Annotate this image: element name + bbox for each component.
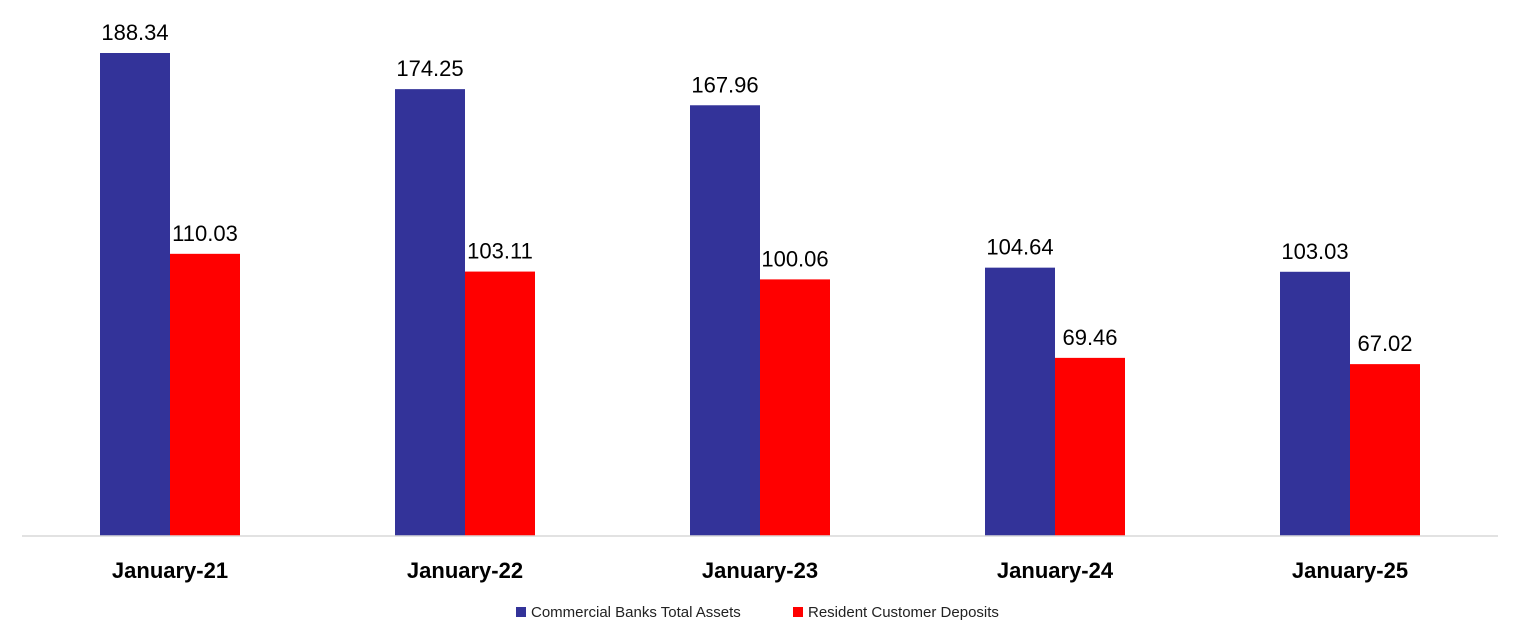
value-label-total-assets-1: 188.34 — [101, 20, 168, 45]
value-label-total-assets-5: 103.03 — [1281, 239, 1348, 264]
bars-group — [100, 53, 1420, 537]
bar-total-assets-3 — [690, 105, 760, 536]
bar-deposits-5 — [1350, 364, 1420, 536]
bar-deposits-4 — [1055, 357, 1125, 536]
value-label-deposits-1: 110.03 — [172, 221, 238, 246]
bar-deposits-3 — [760, 279, 830, 536]
legend: Commercial Banks Total Assets Resident Cu… — [516, 604, 999, 621]
category-label-1: January-21 — [112, 558, 228, 583]
legend-label-total-assets: Commercial Banks Total Assets — [531, 604, 741, 621]
value-label-deposits-2: 103.11 — [467, 239, 533, 264]
value-label-total-assets-3: 167.96 — [691, 72, 758, 97]
bar-total-assets-5 — [1280, 271, 1350, 536]
value-label-deposits-5: 67.02 — [1357, 331, 1412, 356]
legend-swatch-deposits — [793, 607, 803, 617]
value-label-total-assets-4: 104.64 — [986, 235, 1053, 260]
bar-total-assets-4 — [985, 267, 1055, 536]
bar-deposits-2 — [465, 271, 535, 536]
legend-swatch-total-assets — [516, 607, 526, 617]
legend-label-deposits: Resident Customer Deposits — [808, 604, 999, 621]
bar-total-assets-1 — [100, 53, 170, 536]
value-label-total-assets-2: 174.25 — [396, 56, 463, 81]
value-labels-group: 188.34 110.03 174.25 103.11 167.96 100.06 104.… — [101, 20, 1412, 356]
category-label-4: January-24 — [997, 558, 1114, 583]
value-label-deposits-3: 100.06 — [761, 246, 828, 271]
category-label-5: January-25 — [1292, 558, 1408, 583]
category-label-3: January-23 — [702, 558, 818, 583]
value-label-deposits-4: 69.46 — [1062, 325, 1117, 350]
bar-deposits-1 — [170, 253, 240, 537]
category-label-2: January-22 — [407, 558, 523, 583]
category-labels-group: January-21 January-22 January-23 January-24… — [112, 558, 1408, 583]
bar-total-assets-2 — [395, 89, 465, 536]
